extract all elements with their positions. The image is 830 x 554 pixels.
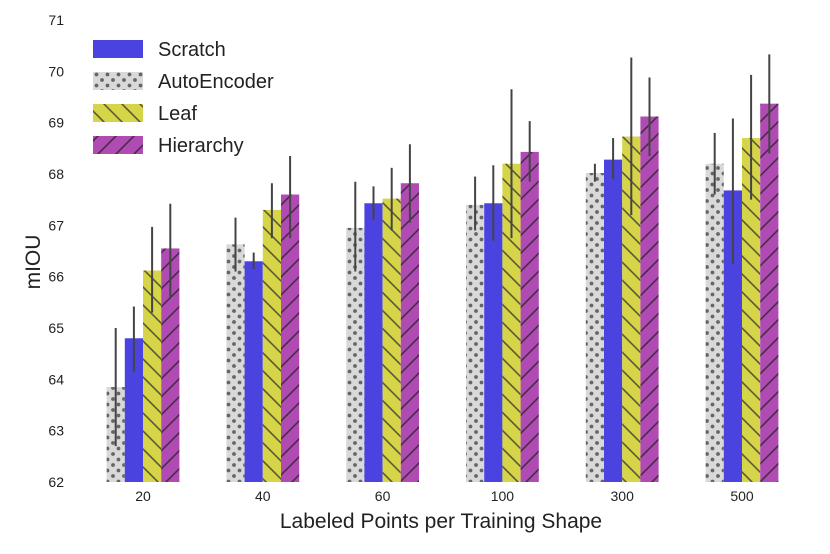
x-tick-label: 100 xyxy=(491,488,515,504)
x-tick-label: 60 xyxy=(375,488,391,504)
y-tick-label: 68 xyxy=(48,166,64,182)
bar-autoencoder xyxy=(226,244,245,482)
x-axis-ticks: 20 40 60 100 300 500 xyxy=(135,488,754,504)
x-tick-label: 500 xyxy=(730,488,754,504)
bar-hierarchy xyxy=(161,248,180,482)
bar-leaf xyxy=(143,270,162,482)
bar-autoencoder xyxy=(705,163,724,482)
bar-leaf xyxy=(502,163,521,482)
y-tick-label: 64 xyxy=(48,371,64,387)
y-tick-label: 67 xyxy=(48,217,64,233)
bar-scratch xyxy=(364,203,383,482)
y-tick-label: 65 xyxy=(48,320,64,336)
bar-hierarchy xyxy=(281,194,300,483)
legend-swatch-scratch xyxy=(93,40,143,58)
y-tick-label: 62 xyxy=(48,474,64,490)
bar-autoencoder xyxy=(585,172,604,482)
y-tick-label: 70 xyxy=(48,63,64,79)
x-axis-title: Labeled Points per Training Shape xyxy=(280,510,602,533)
bar-hierarchy xyxy=(400,183,419,483)
legend-swatch-hierarchy xyxy=(93,136,143,154)
y-tick-label: 69 xyxy=(48,115,64,131)
bar-scratch xyxy=(124,338,143,482)
bar-autoencoder xyxy=(466,204,485,483)
bar-leaf xyxy=(262,209,281,482)
y-axis-title: mIOU xyxy=(22,235,45,290)
y-tick-label: 63 xyxy=(48,423,64,439)
legend-label: Hierarchy xyxy=(158,135,244,157)
bar-hierarchy xyxy=(520,151,539,482)
bar-hierarchy xyxy=(760,103,779,482)
bar-scratch xyxy=(244,261,263,482)
x-tick-label: 20 xyxy=(135,488,151,504)
bar-autoencoder xyxy=(346,227,365,482)
legend-label: Leaf xyxy=(158,103,197,125)
legend-swatch-autoencoder xyxy=(93,72,143,90)
bar-leaf xyxy=(622,136,641,482)
x-tick-label: 300 xyxy=(611,488,635,504)
bar-hierarchy xyxy=(640,116,659,483)
y-tick-label: 66 xyxy=(48,269,64,285)
bar-scratch xyxy=(604,159,623,483)
legend-label: Scratch xyxy=(158,39,226,61)
bar-scratch xyxy=(723,190,742,482)
bar-series xyxy=(106,103,779,483)
legend-swatch-leaf xyxy=(93,104,143,122)
y-axis-ticks: 62 63 64 65 66 67 68 69 70 71 xyxy=(48,12,64,490)
legend: Scratch AutoEncoder Leaf Hierarchy xyxy=(93,39,274,157)
error-bars xyxy=(114,54,771,447)
y-tick-label: 71 xyxy=(48,12,64,28)
legend-label: AutoEncoder xyxy=(158,71,274,93)
bar-leaf xyxy=(742,138,761,483)
bar-leaf xyxy=(382,198,401,482)
bar-scratch xyxy=(484,203,503,482)
x-tick-label: 40 xyxy=(255,488,271,504)
